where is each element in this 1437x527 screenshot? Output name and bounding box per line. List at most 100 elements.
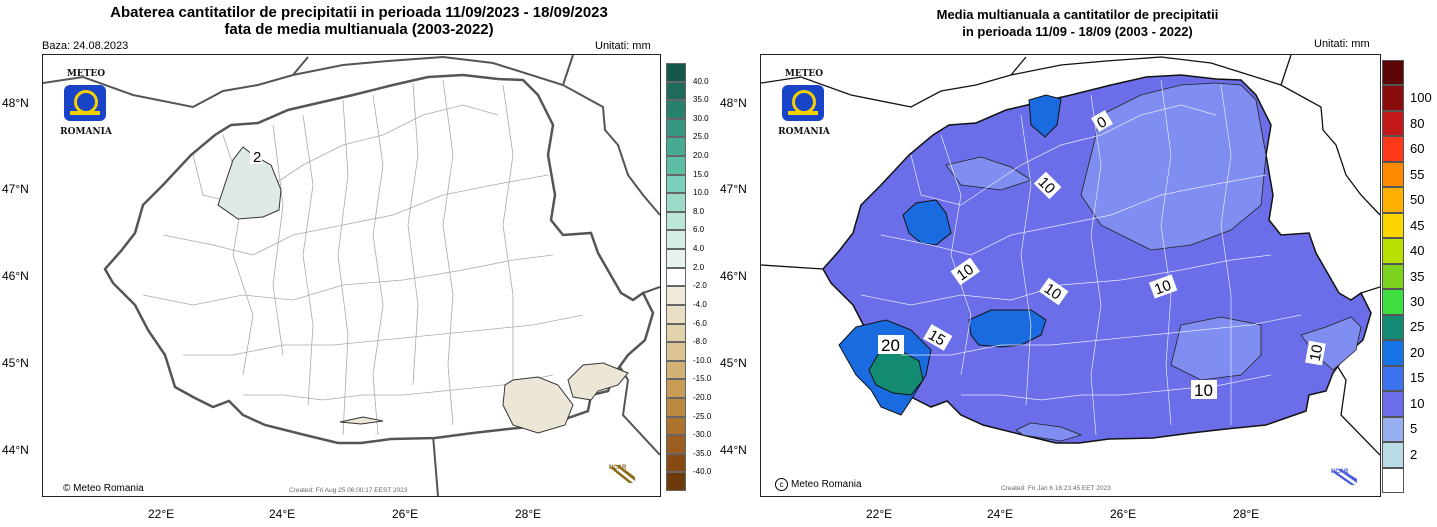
right-colorbar-label: 5 xyxy=(1410,421,1418,437)
left-colorbar-swatch xyxy=(666,174,686,194)
right-colorbar-label: 60 xyxy=(1410,141,1425,157)
svg-text:10: 10 xyxy=(954,261,977,284)
left-colorbar-label: 2.0 xyxy=(693,262,705,272)
left-colorbar-label: -35.0 xyxy=(693,448,712,458)
right-contour-label-10-e: 10 xyxy=(1191,380,1217,400)
left-colorbar-swatch xyxy=(666,397,686,417)
left-colorbar-label: 35.0 xyxy=(693,95,709,105)
left-colorbar-label: -2.0 xyxy=(693,281,707,291)
left-colorbar-label: 30.0 xyxy=(693,113,709,123)
left-lat-label: 44°N xyxy=(2,443,29,457)
svg-text:2: 2 xyxy=(253,149,261,166)
right-contour-label-15: 15 xyxy=(923,324,953,351)
left-colorbar-swatch xyxy=(666,286,686,305)
left-colorbar-swatch xyxy=(666,118,686,138)
right-copyright: c Meteo Romania xyxy=(775,478,862,491)
right-colorbar-swatch xyxy=(1382,263,1404,290)
left-colorbar-swatch xyxy=(666,323,686,343)
right-colorbar-swatch xyxy=(1382,110,1404,137)
left-colorbar-swatch xyxy=(666,249,686,268)
right-lat-label: 44°N xyxy=(720,443,747,457)
left-colorbar-swatch xyxy=(666,435,686,454)
right-colorbar-swatch xyxy=(1382,314,1404,341)
right-map-frame: 0 10 10 10 10 15 20 10 10 METEO ROMANIA … xyxy=(760,54,1381,497)
left-lat-label: 47°N xyxy=(2,182,29,196)
right-colorbar-swatch xyxy=(1382,442,1404,468)
right-colorbar-label: 15 xyxy=(1410,370,1425,386)
left-colorbar-swatch xyxy=(666,416,686,436)
left-colorbar-label: 15.0 xyxy=(693,169,709,179)
svg-text:10: 10 xyxy=(1041,280,1064,303)
right-colorbar-label: 50 xyxy=(1410,192,1425,208)
right-colorbar-label: 2 xyxy=(1410,446,1418,462)
right-contour-label-0: 0 xyxy=(1091,110,1113,132)
left-colorbar-label: -10.0 xyxy=(693,355,712,365)
right-light-precip-areas xyxy=(945,82,1362,442)
left-lon-label: 28°E xyxy=(515,507,542,521)
left-negative-anomaly-area-1 xyxy=(502,376,574,434)
right-colorbar-swatch xyxy=(1382,467,1404,493)
right-lat-label: 48°N xyxy=(720,96,747,110)
svg-text:10: 10 xyxy=(1194,381,1213,400)
right-contour-label-10-b: 10 xyxy=(950,257,980,286)
left-colorbar-label: -6.0 xyxy=(693,318,707,328)
left-colorbar-swatch xyxy=(666,304,686,324)
left-lat-label: 48°N xyxy=(2,96,29,110)
left-title-line1: Abaterea cantitatilor de precipitatii in… xyxy=(110,4,608,21)
right-title-line2: in perioada 11/09 - 18/09 (2003 - 2022) xyxy=(962,24,1193,39)
left-positive-anomaly-area xyxy=(217,146,282,220)
right-contour-labels: 0 10 10 10 10 15 20 10 10 xyxy=(878,110,1326,400)
right-lat-label: 46°N xyxy=(720,269,747,283)
left-title: Abaterea cantitatilor de precipitatii in… xyxy=(0,4,718,38)
right-colorbar-label: 30 xyxy=(1410,293,1425,309)
right-colorbar-swatch xyxy=(1382,365,1404,392)
left-colorbar-label: 40.0 xyxy=(693,76,709,86)
left-ncar-logo: NCAR xyxy=(609,465,635,483)
left-contour-label-2: 2 xyxy=(250,148,262,166)
left-lon-label: 22°E xyxy=(148,507,175,521)
left-title-line2: fata de media multianuala (2003-2022) xyxy=(224,21,494,38)
right-contour-label-10-f: 10 xyxy=(1305,340,1326,366)
left-colorbar-label: -4.0 xyxy=(693,299,707,309)
right-colorbar-swatch xyxy=(1382,187,1404,213)
svg-text:10: 10 xyxy=(1152,277,1173,299)
svg-text:20: 20 xyxy=(881,336,900,355)
right-colorbar-label: 35 xyxy=(1410,268,1425,284)
left-colorbar-swatch xyxy=(666,137,686,157)
left-colorbar-swatch xyxy=(666,100,686,119)
right-colorbar-swatch xyxy=(1382,136,1404,162)
right-colorbar-swatch xyxy=(1382,60,1404,86)
right-colorbar-swatch xyxy=(1382,161,1404,188)
left-colorbar-swatch xyxy=(666,156,686,175)
left-colorbar-swatch xyxy=(666,81,686,101)
left-lon-label: 26°E xyxy=(392,507,419,521)
right-colorbar-label: 25 xyxy=(1410,319,1425,335)
ncar-icon xyxy=(1331,469,1357,485)
right-map-svg: 0 10 10 10 10 15 20 10 10 xyxy=(761,55,1380,456)
left-colorbar-swatch xyxy=(666,267,686,287)
left-colorbar-label: -20.0 xyxy=(693,392,712,402)
left-colorbar-swatch xyxy=(666,63,686,82)
left-colorbar-swatch xyxy=(666,193,686,212)
right-created-stamp: Created: Fri Jan 6 16:23:45 EET 2023 xyxy=(1001,485,1111,492)
right-meteo-romania-logo: METEO ROMANIA xyxy=(778,69,830,137)
copyright-icon: c xyxy=(775,478,788,491)
left-colorbar-label: 20.0 xyxy=(693,151,709,161)
left-negative-anomaly-area-2 xyxy=(567,362,629,401)
right-units-label: Unitati: mm xyxy=(1314,38,1370,50)
right-title-line1: Media multianuala a cantitatilor de prec… xyxy=(936,7,1219,22)
left-colorbar-swatch xyxy=(666,472,686,491)
right-lon-label: 26°E xyxy=(1110,507,1137,521)
left-lat-label: 46°N xyxy=(2,269,29,283)
left-colorbar-swatch xyxy=(666,453,686,473)
right-contour-label-10-a: 10 xyxy=(1033,171,1062,200)
right-colorbar-swatch xyxy=(1382,340,1404,366)
right-map-panel: Media multianuala a cantitatilor de prec… xyxy=(718,0,1437,527)
left-colorbar-label: 25.0 xyxy=(693,132,709,142)
right-colorbar-swatch xyxy=(1382,416,1404,443)
left-lat-label: 45°N xyxy=(2,356,29,370)
right-colorbar-swatch xyxy=(1382,238,1404,264)
right-colorbar-label: 45 xyxy=(1410,217,1425,233)
right-title: Media multianuala a cantitatilor de prec… xyxy=(718,6,1437,40)
left-colorbar-swatch xyxy=(666,230,686,250)
